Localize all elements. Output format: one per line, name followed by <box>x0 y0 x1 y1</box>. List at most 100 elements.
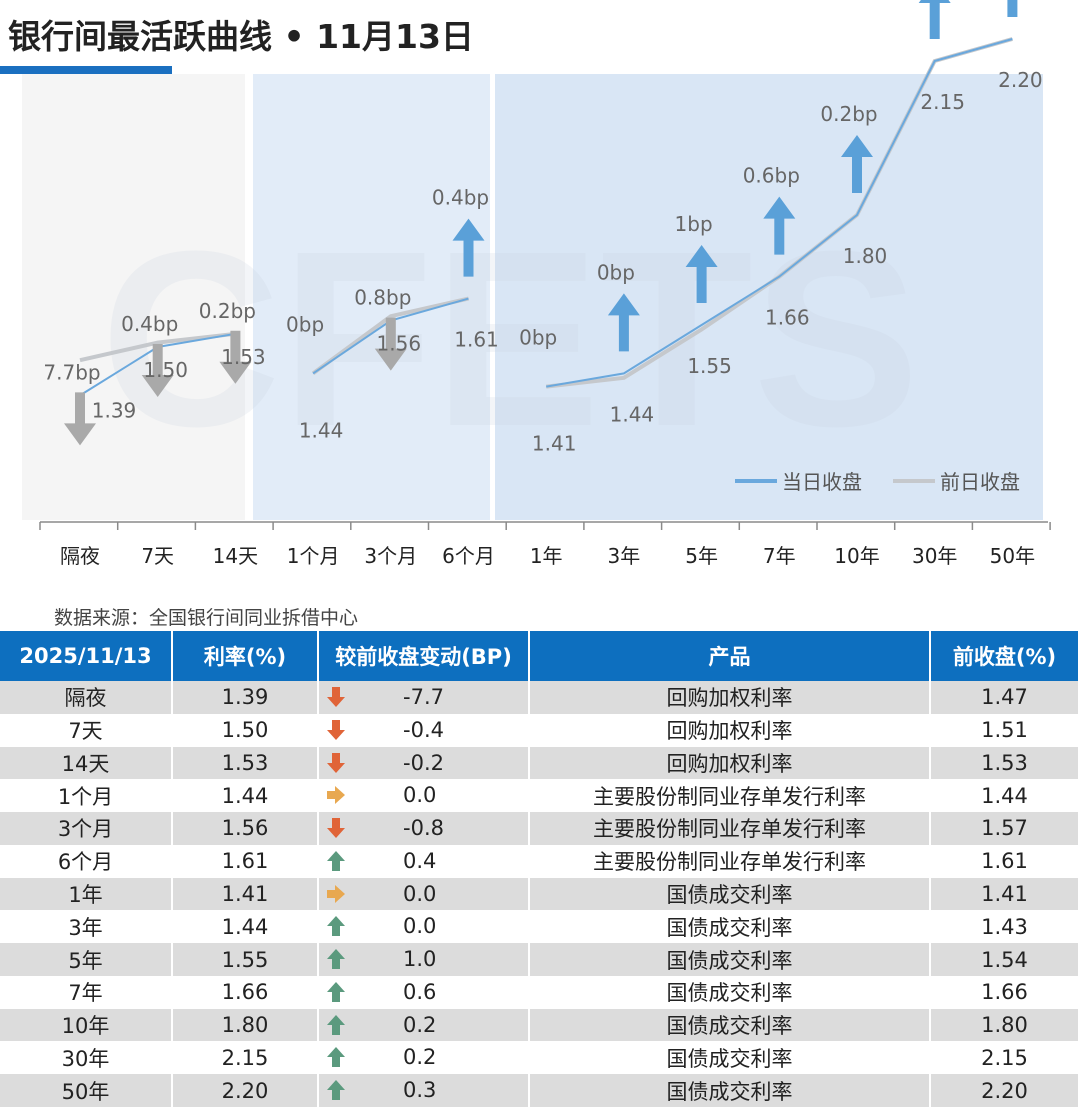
change-label: 0.2bp <box>199 299 256 323</box>
cell-change: 0.0 <box>318 910 530 944</box>
change-arrow-down <box>141 344 174 397</box>
change-value: -0.4 <box>403 717 444 742</box>
table-row: 3年 1.44 0.0 国债成交利率 1.43 <box>0 910 1078 944</box>
cell-rate: 1.61 <box>172 844 319 878</box>
table-row: 6个月 1.61 0.4 主要股份制同业存单发行利率 1.61 <box>0 844 1078 878</box>
cell-product: 国债成交利率 <box>529 943 931 976</box>
cell-prev: 1.47 <box>930 681 1078 714</box>
down-arrow-icon <box>327 719 345 740</box>
x-tick-label: 30年 <box>912 544 957 568</box>
cell-product: 国债成交利率 <box>529 1074 931 1107</box>
rate-label: 1.41 <box>532 432 577 456</box>
header-rate: 利率(%) <box>172 631 319 681</box>
cell-product: 国债成交利率 <box>529 1008 931 1042</box>
cell-prev: 1.44 <box>930 779 1078 813</box>
rate-label: 1.61 <box>454 328 499 352</box>
table-row: 3个月 1.56 -0.8 主要股份制同业存单发行利率 1.57 <box>0 812 1078 845</box>
rate-label: 1.53 <box>221 345 266 369</box>
cell-product: 主要股份制同业存单发行利率 <box>529 844 931 878</box>
cell-product: 国债成交利率 <box>529 1041 931 1075</box>
x-tick-label: 7天 <box>141 544 174 568</box>
table-row: 50年 2.20 0.3 国债成交利率 2.20 <box>0 1074 1078 1107</box>
cell-term: 14天 <box>0 746 173 780</box>
cell-product: 主要股份制同业存单发行利率 <box>529 779 931 813</box>
table-row: 1个月 1.44 0.0 主要股份制同业存单发行利率 1.44 <box>0 779 1078 813</box>
cell-prev: 1.57 <box>930 812 1078 845</box>
panel-bonds <box>495 74 1043 520</box>
change-label: 0bp <box>519 326 557 350</box>
cell-product: 回购加权利率 <box>529 713 931 747</box>
down-arrow-icon <box>327 752 345 773</box>
cell-product: 国债成交利率 <box>529 910 931 944</box>
header-change: 较前收盘变动(BP) <box>318 631 530 681</box>
cell-change: -0.4 <box>318 713 530 747</box>
header-date: 2025/11/13 <box>0 631 173 681</box>
table-row: 7年 1.66 0.6 国债成交利率 1.66 <box>0 975 1078 1009</box>
up-arrow-icon <box>327 1047 345 1068</box>
change-value: -0.8 <box>403 816 444 841</box>
rate-label: 1.50 <box>143 358 188 382</box>
legend: 当日收盘 前日收盘 <box>735 470 1020 494</box>
x-tick-label: 50年 <box>990 544 1035 568</box>
cell-term: 6个月 <box>0 844 173 878</box>
up-arrow-icon <box>327 1014 345 1035</box>
cell-prev: 2.15 <box>930 1041 1078 1075</box>
cell-product: 主要股份制同业存单发行利率 <box>529 812 931 845</box>
x-tick-label: 10年 <box>834 544 879 568</box>
cell-prev: 1.51 <box>930 713 1078 747</box>
rate-label: 1.66 <box>765 306 810 330</box>
change-value: 0.0 <box>403 881 437 906</box>
cell-change: 0.2 <box>318 1008 530 1042</box>
up-arrow-icon <box>327 850 345 871</box>
up-arrow-icon <box>327 916 345 937</box>
cell-prev: 2.20 <box>930 1074 1078 1107</box>
cell-change: 0.4 <box>318 844 530 878</box>
rate-label: 1.56 <box>377 332 422 356</box>
legend-label-today: 当日收盘 <box>782 470 862 494</box>
up-arrow-icon <box>327 949 345 970</box>
header-prev: 前收盘(%) <box>930 631 1078 681</box>
table-row: 1年 1.41 0.0 国债成交利率 1.41 <box>0 877 1078 911</box>
cell-term: 7天 <box>0 713 173 747</box>
change-value: 0.0 <box>403 914 437 939</box>
change-label: 0bp <box>286 312 324 336</box>
change-label: 0.2bp <box>820 102 877 126</box>
change-value: 0.3 <box>403 1078 437 1103</box>
x-tick-label: 5年 <box>685 544 718 568</box>
rate-label: 1.80 <box>843 244 888 268</box>
legend-label-prev: 前日收盘 <box>940 470 1020 494</box>
table-row: 7天 1.50 -0.4 回购加权利率 1.51 <box>0 713 1078 747</box>
change-value: 0.6 <box>403 979 437 1004</box>
cell-rate: 1.44 <box>172 779 319 813</box>
up-arrow-icon <box>327 981 345 1002</box>
cell-product: 回购加权利率 <box>529 746 931 780</box>
change-arrow-up <box>763 196 796 255</box>
cell-term: 7年 <box>0 975 173 1009</box>
table-header-row: 2025/11/13 利率(%) 较前收盘变动(BP) 产品 前收盘(%) <box>0 631 1078 681</box>
change-value: 0.0 <box>403 783 437 808</box>
cell-term: 1年 <box>0 877 173 911</box>
cell-change: 0.2 <box>318 1041 530 1075</box>
cell-prev: 1.41 <box>930 877 1078 911</box>
change-arrow-up <box>607 293 640 352</box>
cell-rate: 1.39 <box>172 681 319 714</box>
change-label: 0.4bp <box>121 312 178 336</box>
change-value: -0.2 <box>403 750 444 775</box>
cell-term: 隔夜 <box>0 681 173 714</box>
x-tick-label: 14天 <box>213 544 258 568</box>
down-arrow-icon <box>327 687 345 707</box>
yield-curve-chart: CFETS 7.7bp 1.39 0.4bp 1.50 0.2bp 1.53 0bp 1.44… <box>39 0 1051 568</box>
change-label: 0bp <box>597 260 635 284</box>
x-tick-label: 6个月 <box>442 544 495 568</box>
table-row: 10年 1.80 0.2 国债成交利率 1.80 <box>0 1008 1078 1042</box>
change-value: 0.4 <box>403 848 437 873</box>
cell-change: 0.0 <box>318 779 530 813</box>
cell-term: 5年 <box>0 943 173 976</box>
change-arrow-up <box>841 135 873 193</box>
x-tick-label: 1个月 <box>287 544 340 568</box>
cell-term: 3个月 <box>0 812 173 845</box>
change-arrow-up <box>452 218 485 277</box>
cell-prev: 1.43 <box>930 910 1078 944</box>
cell-rate: 1.80 <box>172 1008 319 1042</box>
change-label: 0.6bp <box>743 164 800 188</box>
